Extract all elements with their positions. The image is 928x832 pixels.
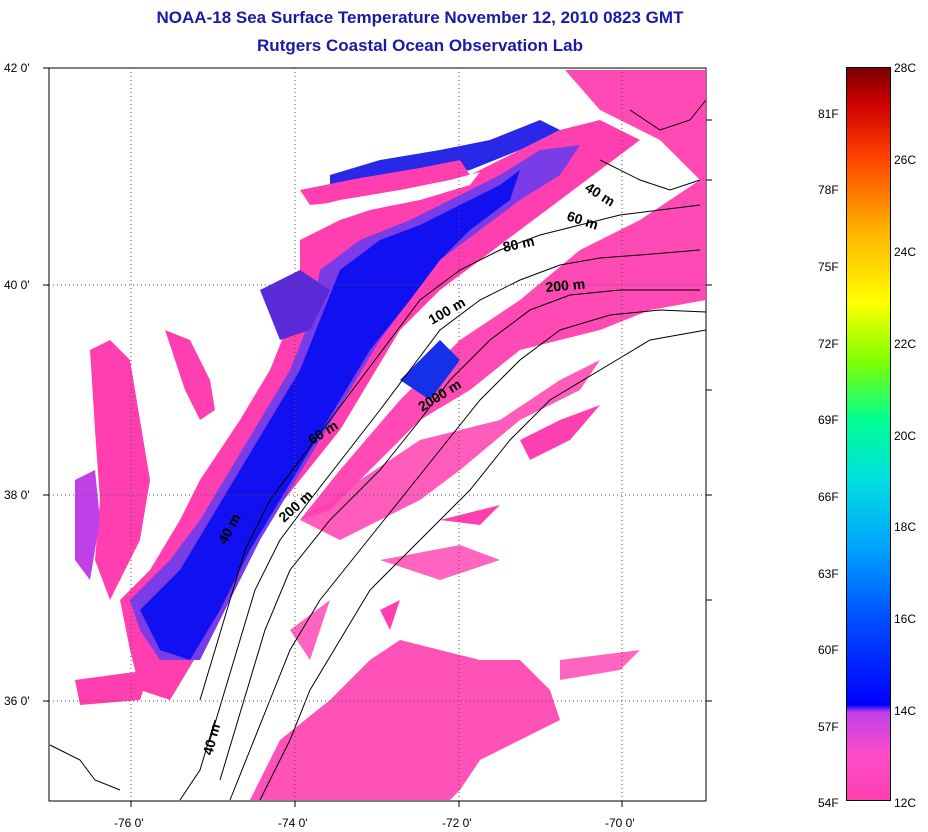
fahrenheit-label: 75F bbox=[818, 260, 839, 274]
fahrenheit-label: 72F bbox=[818, 337, 839, 351]
fahrenheit-label: 57F bbox=[818, 720, 839, 734]
contour-label: 200 m bbox=[545, 276, 586, 295]
lat-label: 36 0' bbox=[4, 694, 30, 708]
long-island-land bbox=[300, 172, 480, 220]
map-title: NOAA-18 Sea Surface Temperature November… bbox=[156, 8, 684, 27]
fahrenheit-label: 54F bbox=[818, 796, 839, 810]
lon-label: -74 0' bbox=[278, 816, 308, 830]
fahrenheit-label: 81F bbox=[818, 107, 839, 121]
lon-label: -70 0' bbox=[605, 816, 635, 830]
lat-label: 42 0' bbox=[4, 61, 30, 75]
fahrenheit-label: 60F bbox=[818, 643, 839, 657]
contour-label: 80 m bbox=[501, 233, 536, 255]
lat-label: 38 0' bbox=[4, 488, 30, 502]
graticule bbox=[49, 68, 706, 801]
map-subtitle: Rutgers Coastal Ocean Observation Lab bbox=[257, 36, 583, 55]
sst-shelf-water bbox=[120, 120, 640, 700]
fahrenheit-label: 69F bbox=[818, 413, 839, 427]
bathymetry-contours bbox=[49, 99, 707, 801]
celsius-label: 18C bbox=[894, 520, 917, 534]
celsius-label: 12C bbox=[894, 796, 917, 810]
lon-label: -76 0' bbox=[114, 816, 144, 830]
temperature-colorbar bbox=[846, 67, 891, 801]
sst-offshore-patches bbox=[250, 70, 706, 800]
celsius-label: 22C bbox=[894, 337, 917, 351]
frame-ticks bbox=[43, 67, 712, 807]
celsius-label: 24C bbox=[894, 245, 917, 259]
celsius-label: 16C bbox=[894, 612, 917, 626]
celsius-label: 26C bbox=[894, 153, 917, 167]
contour-label: 40 m bbox=[199, 722, 223, 757]
fahrenheit-label: 66F bbox=[818, 490, 839, 504]
lon-label: -72 0' bbox=[442, 816, 472, 830]
fahrenheit-label: 78F bbox=[818, 183, 839, 197]
fahrenheit-label: 63F bbox=[818, 567, 839, 581]
lat-label: 40 0' bbox=[4, 278, 30, 292]
celsius-label: 28C bbox=[894, 61, 917, 75]
celsius-label: 20C bbox=[894, 429, 917, 443]
celsius-label: 14C bbox=[894, 704, 917, 718]
